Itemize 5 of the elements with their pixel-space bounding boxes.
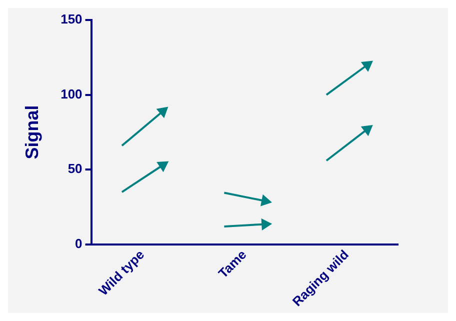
y-axis-title: Signal	[22, 105, 42, 160]
y-tick-label: 0	[75, 236, 82, 251]
y-tick-label: 150	[60, 12, 82, 27]
y-tick-label: 50	[68, 161, 82, 176]
y-tick-label: 100	[60, 86, 82, 102]
